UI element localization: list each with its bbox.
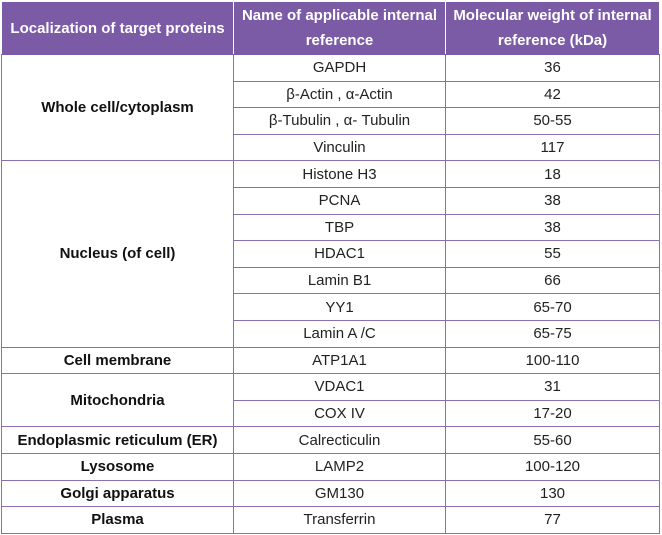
table-row: Mitochondria VDAC1 31 [1, 373, 660, 428]
reference-name-cell: TBP [233, 213, 446, 242]
molecular-weight-cell: 36 [445, 54, 660, 82]
molecular-weight-cell: 38 [445, 186, 660, 215]
reference-name-cell: Calrecticulin [233, 426, 446, 454]
table-row: Cell membrane ATP1A1 100-110 [1, 346, 660, 375]
table-row: PCNA 38 [2, 186, 660, 215]
table-row: HDAC1 55 [2, 240, 660, 268]
reference-name-cell: COX IV [233, 399, 446, 428]
reference-name-cell: GAPDH [233, 54, 446, 82]
table-row: Endoplasmic reticulum (ER) Calrecticulin 5… [1, 426, 660, 454]
molecular-weight-cell: 100-110 [445, 346, 660, 375]
molecular-weight-cell: 130 [445, 479, 660, 508]
header-localization: Localization of target proteins [1, 1, 234, 55]
table-row: YY1 65-70 [2, 293, 660, 321]
table-row: β-Tubulin , α- Tubulin 50-55 [2, 107, 660, 135]
reference-name-cell: YY1 [233, 293, 446, 321]
molecular-weight-cell: 55-60 [445, 426, 660, 454]
reference-name-cell: Vinculin [233, 133, 446, 162]
table-row: Lamin A /C 65-75 [2, 319, 660, 348]
table-row: β-Actin , α-Actin 42 [2, 80, 660, 109]
localization-cell: Lysosome [1, 452, 234, 481]
reference-name-cell: Lamin A /C [233, 319, 446, 348]
reference-name-cell: Histone H3 [233, 160, 446, 188]
molecular-weight-cell: 100-120 [445, 452, 660, 481]
table-row: TBP 38 [2, 213, 660, 242]
localization-cell: Cell membrane [1, 346, 234, 375]
reference-name-cell: HDAC1 [233, 240, 446, 268]
reference-name-cell: Transferrin [233, 506, 446, 534]
table-header: Localization of target proteins Name of … [1, 1, 660, 55]
reference-name-cell: GM130 [233, 479, 446, 508]
localization-cell: Nucleus (of cell) [1, 160, 234, 348]
localization-cell: Plasma [1, 506, 234, 534]
localization-cell: Mitochondria [1, 373, 234, 428]
table-row: Lamin B1 66 [2, 266, 660, 295]
molecular-weight-cell: 17-20 [445, 399, 660, 428]
header-molecular-weight: Molecular weight of internal reference (… [445, 1, 660, 55]
molecular-weight-cell: 117 [445, 133, 660, 162]
molecular-weight-cell: 77 [445, 506, 660, 534]
molecular-weight-cell: 42 [445, 80, 660, 109]
reference-name-cell: PCNA [233, 186, 446, 215]
header-reference-name: Name of applicable internal reference [233, 1, 446, 55]
reference-name-cell: LAMP2 [233, 452, 446, 481]
table-body: Whole cell/cytoplasm GAPDH 36 β-Actin , α-A… [1, 53, 660, 534]
molecular-weight-cell: 66 [445, 266, 660, 295]
molecular-weight-cell: 65-70 [445, 293, 660, 321]
localization-cell: Whole cell/cytoplasm [1, 53, 234, 162]
table-row: Golgi apparatus GM130 130 [1, 479, 660, 508]
table-row: Lysosome LAMP2 100-120 [1, 452, 660, 481]
header-row: Localization of target proteins Name of … [1, 1, 660, 55]
molecular-weight-cell: 38 [445, 213, 660, 242]
molecular-weight-cell: 18 [445, 160, 660, 188]
reference-name-cell: Lamin B1 [233, 266, 446, 295]
reference-name-cell: β-Tubulin , α- Tubulin [233, 107, 446, 135]
table-row: Whole cell/cytoplasm GAPDH 36 [1, 53, 660, 162]
molecular-weight-cell: 55 [445, 240, 660, 268]
reference-name-cell: VDAC1 [233, 373, 446, 401]
reference-name-cell: ATP1A1 [233, 346, 446, 375]
localization-cell: Endoplasmic reticulum (ER) [1, 426, 234, 454]
reference-name-cell: β-Actin , α-Actin [233, 80, 446, 109]
molecular-weight-cell: 31 [445, 373, 660, 401]
localization-cell: Golgi apparatus [1, 479, 234, 508]
molecular-weight-cell: 65-75 [445, 319, 660, 348]
table-row: Vinculin 117 [2, 133, 660, 162]
table-row: Plasma Transferrin 77 [1, 506, 660, 534]
molecular-weight-cell: 50-55 [445, 107, 660, 135]
table-row: Nucleus (of cell) Histone H3 18 [1, 160, 660, 348]
